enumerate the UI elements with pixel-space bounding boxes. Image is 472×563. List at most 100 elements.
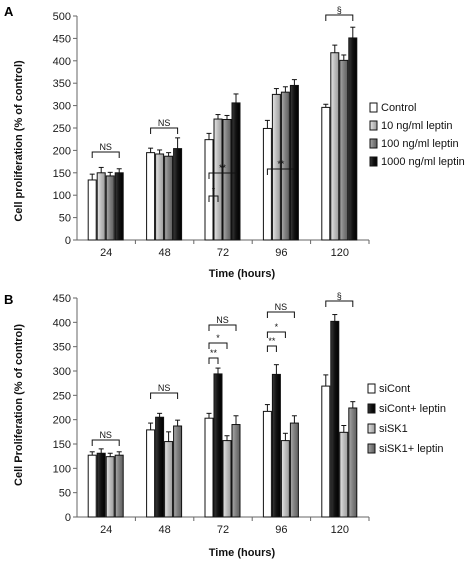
panel-b-y-tick-label: 150 — [53, 439, 71, 451]
panel-a-y-tick-label: 400 — [53, 56, 71, 68]
panel-b-x-tick-label: 96 — [275, 524, 287, 536]
panel-b-significance-bracket: NS — [91, 430, 120, 446]
panel-a-significance-label: * — [212, 186, 216, 196]
panel-b-y-tick-label: 250 — [53, 390, 71, 402]
panel-b-y-axis-title: Cell Proliferation (% of control) — [13, 324, 25, 486]
panel-b-legend-swatch — [367, 383, 376, 394]
panel-b-significance-label: * — [275, 322, 279, 332]
panel-b-bar — [348, 407, 358, 518]
panel-b-legend-swatch — [367, 403, 376, 414]
panel-b-bar — [213, 373, 223, 518]
panel-a-y-axis-title: Cell proliferation (% of control) — [13, 60, 25, 222]
panel-b-significance-label: NS — [158, 383, 171, 393]
panel-b-y-tick-label: 100 — [53, 463, 71, 475]
panel-b-label: B — [4, 292, 13, 307]
panel-a-bar — [96, 172, 106, 241]
panel-b-significance-bracket: ** — [266, 336, 277, 352]
panel-a-bar — [289, 84, 299, 241]
panel-a-significance-label: NS — [99, 142, 112, 152]
panel-b-bar — [222, 440, 232, 518]
panel-a-legend-item: 100 ng/ml leptin — [369, 138, 459, 150]
panel-a-bracket-line — [208, 195, 219, 202]
panel-a-bar — [114, 172, 124, 241]
panel-a-legend-swatch — [369, 120, 378, 131]
panel-a-bracket-line — [325, 14, 354, 21]
panel-a-bar — [164, 155, 174, 241]
panel-a-significance-label: ** — [219, 163, 227, 173]
panel-b-x-tick-label: 48 — [158, 524, 170, 536]
panel-a-y-tick-label: 200 — [53, 145, 71, 157]
panel-b-significance-bracket: NS — [150, 383, 179, 399]
panel-b-legend-label: siCont+ leptin — [379, 403, 446, 415]
panel-a-bar — [348, 37, 358, 241]
panel-b-bracket-line — [266, 331, 286, 338]
panel-b-bar — [105, 456, 115, 518]
panel-b-bar — [271, 373, 281, 518]
panel-a-bar — [321, 106, 331, 241]
panel-a-legend-label: Control — [381, 102, 416, 114]
panel-a-y-tick-label: 100 — [53, 190, 71, 202]
panel-a-chart: 0 50 100 150 200 250 300 350 400 450 500 24 48 72 96 12… — [53, 5, 465, 259]
panel-b-significance-bracket: ** — [208, 348, 219, 364]
panel-a-significance-label: NS — [158, 118, 171, 128]
panel-a-legend-item: Control — [369, 102, 416, 114]
panel-a-x-axis-title: Time (hours) — [209, 268, 276, 280]
panel-a-significance-bracket: § — [325, 5, 354, 21]
panel-b-bar — [231, 424, 241, 518]
panel-b-significance-label: * — [216, 333, 220, 343]
panel-a-bracket-line — [266, 168, 295, 175]
panel-b-significance-label: NS — [275, 302, 288, 312]
panel-a-x-tick-label: 72 — [217, 247, 229, 259]
panel-b-significance-label: NS — [99, 430, 112, 440]
panel-a-legend-label: 10 ng/ml leptin — [381, 120, 453, 132]
panel-a-y-tick-label: 450 — [53, 33, 71, 45]
panel-a-bar — [339, 59, 349, 241]
panel-a-significance-bracket: ** — [266, 159, 295, 175]
panel-a-legend-label: 100 ng/ml leptin — [381, 138, 459, 150]
panel-a-significance-bracket: NS — [150, 118, 179, 134]
panel-b-bar — [262, 410, 272, 518]
panel-a-bar — [213, 118, 223, 241]
panel-a-significance-label: § — [337, 5, 342, 15]
panel-b-significance-bracket: NS — [266, 302, 295, 318]
panel-b-y-tick-label: 400 — [53, 317, 71, 329]
panel-a-bar — [222, 118, 232, 241]
panel-a-y-tick-label: 300 — [53, 101, 71, 113]
panel-a-y-tick-label: 250 — [53, 123, 71, 135]
panel-b-legend-item: siCont+ leptin — [367, 403, 446, 415]
panel-a-legend-item: 10 ng/ml leptin — [369, 120, 453, 132]
panel-b-y-tick-label: 200 — [53, 415, 71, 427]
panel-b-bar — [87, 454, 97, 518]
panel-a-legend-label: 1000 ng/ml leptin — [381, 156, 465, 168]
panel-b-bar — [114, 454, 124, 518]
panel-a-legend-swatch — [369, 156, 378, 167]
panel-b-significance-bracket: NS — [208, 315, 237, 331]
panel-b-bar — [155, 416, 165, 518]
panel-b-legend-swatch — [367, 443, 376, 454]
panel-a-significance-bracket: * — [208, 186, 219, 202]
panel-b-legend-label: siSK1 — [379, 423, 408, 435]
panel-b-significance-label: ** — [268, 336, 276, 346]
panel-a-bar — [87, 179, 97, 241]
panel-b-legend-item: siCont — [367, 383, 410, 395]
panel-b-legend-swatch — [367, 423, 376, 434]
panel-b-bracket-line — [325, 300, 354, 307]
panel-b-legend-item: siSK1+ leptin — [367, 443, 444, 455]
panel-a-bracket-line — [91, 151, 120, 158]
panel-b-legend-label: siCont — [379, 383, 410, 395]
panel-b-bar — [321, 385, 331, 518]
panel-a-x-tick-label: 96 — [275, 247, 287, 259]
panel-b-y-tick-label: 300 — [53, 366, 71, 378]
panel-b-bracket-line — [208, 357, 219, 364]
panel-b-y-tick-label: 350 — [53, 342, 71, 354]
panel-a-y-tick-label: 150 — [53, 168, 71, 180]
panel-b-bar — [146, 429, 156, 518]
panel-a-y-tick-label: 0 — [65, 235, 71, 247]
panel-a-bar — [231, 102, 241, 241]
panel-a-bar — [262, 127, 272, 241]
panel-a-bracket-line — [150, 127, 179, 134]
panel-b-bar — [280, 440, 290, 518]
panel-b-significance-bracket: § — [325, 291, 354, 307]
panel-b-bracket-line — [266, 345, 277, 352]
panel-b-bar — [96, 452, 106, 518]
